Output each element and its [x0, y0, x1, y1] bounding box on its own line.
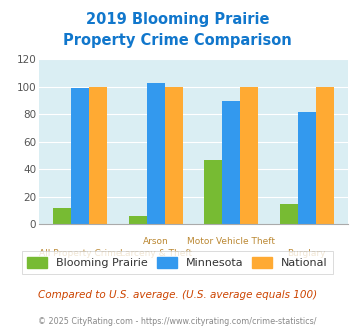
Text: Larceny & Theft: Larceny & Theft	[120, 249, 192, 258]
Bar	[297, 112, 316, 224]
Bar	[53, 208, 71, 224]
Text: Burglary: Burglary	[288, 249, 326, 258]
Bar	[71, 88, 89, 224]
Text: All Property Crime: All Property Crime	[39, 249, 121, 258]
Text: 2019 Blooming Prairie: 2019 Blooming Prairie	[86, 12, 269, 26]
Bar	[147, 83, 165, 224]
Text: Arson: Arson	[143, 237, 169, 246]
Bar	[165, 87, 183, 224]
Text: Property Crime Comparison: Property Crime Comparison	[63, 33, 292, 48]
Bar	[222, 101, 240, 224]
Bar	[279, 204, 297, 224]
Bar	[129, 216, 147, 224]
Bar	[204, 160, 222, 224]
Text: Compared to U.S. average. (U.S. average equals 100): Compared to U.S. average. (U.S. average …	[38, 290, 317, 300]
Bar	[240, 87, 258, 224]
Text: © 2025 CityRating.com - https://www.cityrating.com/crime-statistics/: © 2025 CityRating.com - https://www.city…	[38, 317, 317, 326]
Legend: Blooming Prairie, Minnesota, National: Blooming Prairie, Minnesota, National	[22, 251, 333, 274]
Bar	[316, 87, 334, 224]
Text: Motor Vehicle Theft: Motor Vehicle Theft	[187, 237, 275, 246]
Bar	[89, 87, 108, 224]
